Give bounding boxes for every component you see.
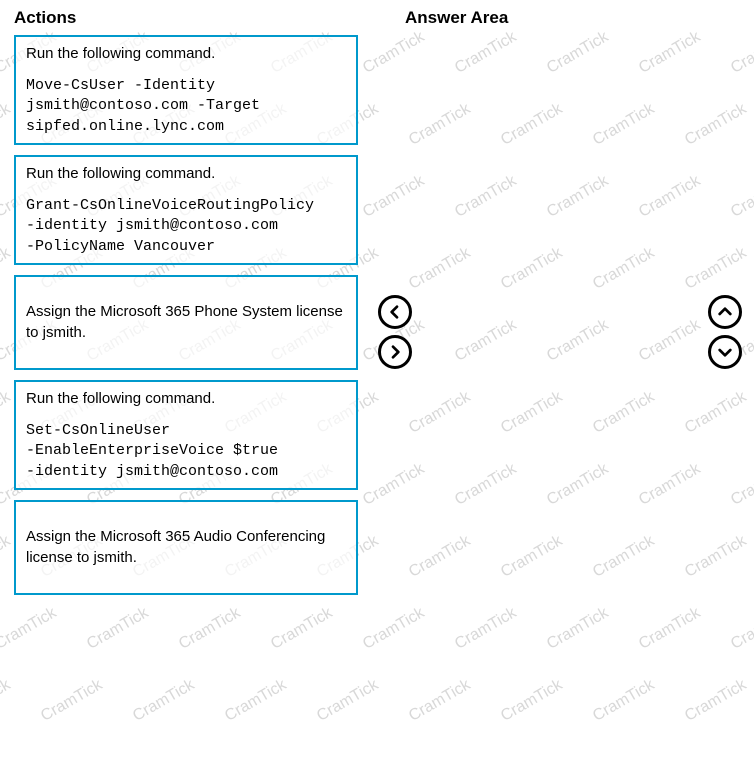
actions-header: Actions — [14, 8, 76, 28]
chevron-down-icon — [717, 344, 733, 360]
action-item-4[interactable]: Run the following command. Set-CsOnlineU… — [14, 380, 358, 490]
chevron-up-icon — [717, 304, 733, 320]
move-buttons-right — [708, 295, 742, 375]
answer-area-header: Answer Area — [405, 8, 508, 28]
action-item-4-code: Set-CsOnlineUser -EnableEnterpriseVoice … — [26, 421, 346, 482]
move-right-button[interactable] — [378, 335, 412, 369]
action-item-1-intro: Run the following command. — [26, 45, 346, 62]
action-item-3[interactable]: Assign the Microsoft 365 Phone System li… — [14, 275, 358, 370]
chevron-right-icon — [387, 344, 403, 360]
move-left-button[interactable] — [378, 295, 412, 329]
action-item-5[interactable]: Assign the Microsoft 365 Audio Conferenc… — [14, 500, 358, 595]
action-item-3-text: Assign the Microsoft 365 Phone System li… — [26, 302, 346, 343]
action-item-2-intro: Run the following command. — [26, 165, 346, 182]
action-item-1-code: Move-CsUser -Identity jsmith@contoso.com… — [26, 76, 346, 137]
chevron-left-icon — [387, 304, 403, 320]
move-buttons-left — [378, 295, 412, 375]
move-up-button[interactable] — [708, 295, 742, 329]
action-item-1[interactable]: Run the following command. Move-CsUser -… — [14, 35, 358, 145]
action-item-2-code: Grant-CsOnlineVoiceRoutingPolicy -identi… — [26, 196, 346, 257]
action-item-5-text: Assign the Microsoft 365 Audio Conferenc… — [26, 527, 346, 568]
action-item-4-intro: Run the following command. — [26, 390, 346, 407]
move-down-button[interactable] — [708, 335, 742, 369]
content-layer: Actions Answer Area Run the following co… — [0, 0, 754, 659]
action-item-2[interactable]: Run the following command. Grant-CsOnlin… — [14, 155, 358, 265]
